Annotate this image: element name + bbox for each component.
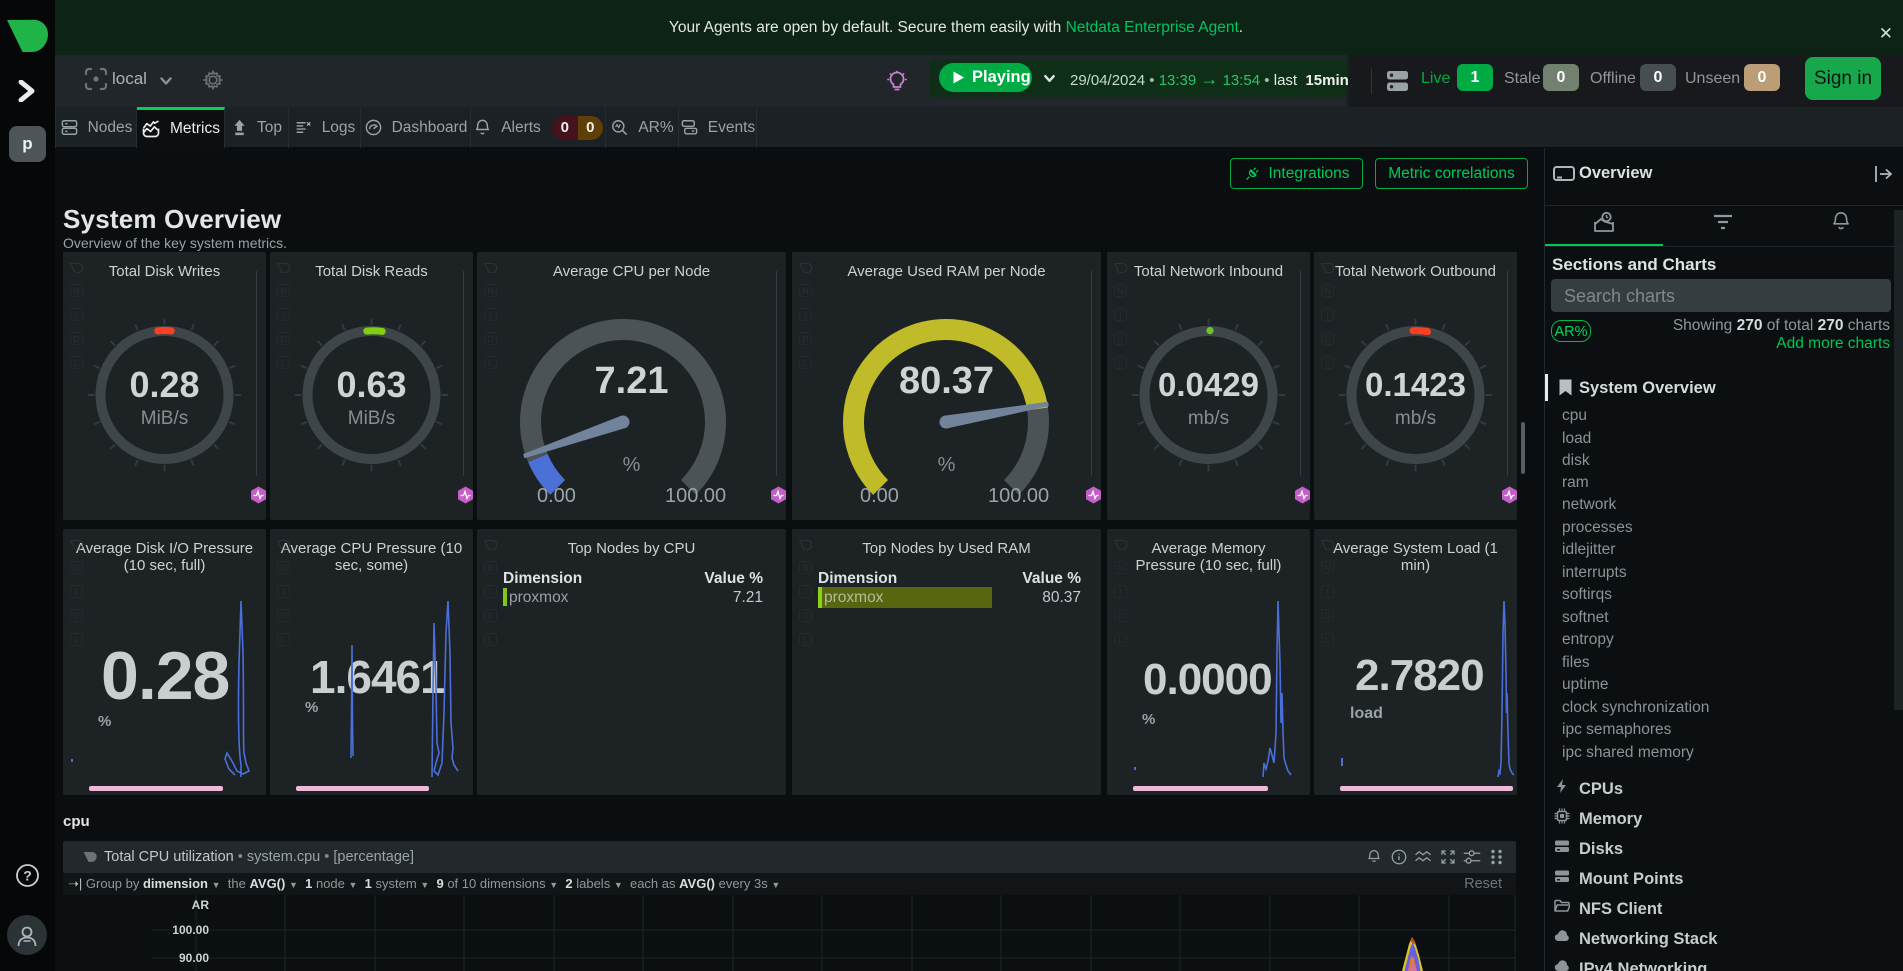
svg-text:AR: AR xyxy=(192,898,210,912)
svg-text:?: ? xyxy=(23,868,32,884)
svg-text:100.00: 100.00 xyxy=(172,923,209,937)
svg-text:90.00: 90.00 xyxy=(179,951,209,965)
